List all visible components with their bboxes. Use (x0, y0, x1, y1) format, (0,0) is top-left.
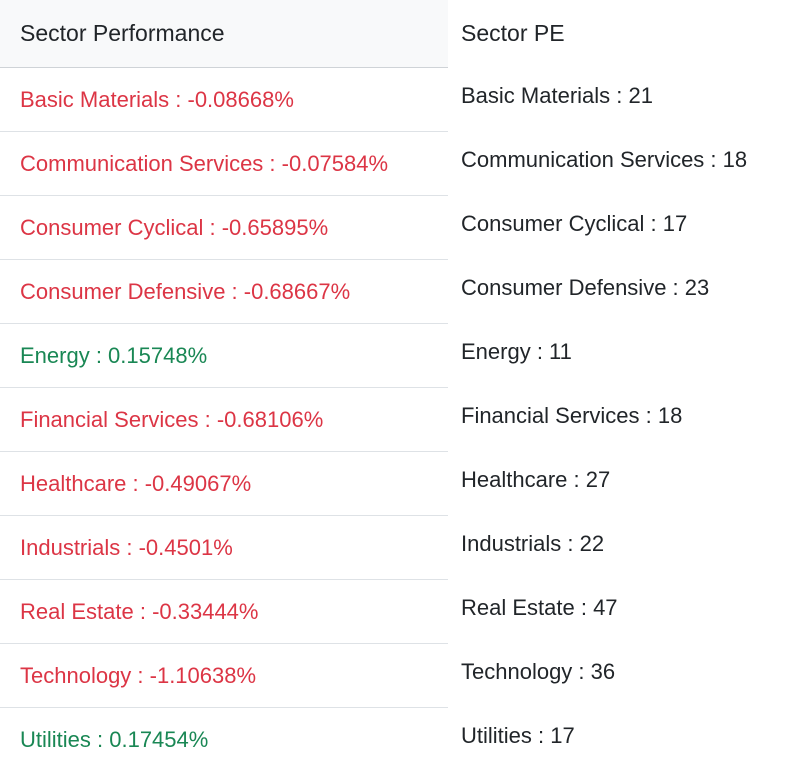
sector-pe-item: Real Estate : 47 (461, 595, 618, 620)
sector-performance-item: Basic Materials : -0.08668% (0, 68, 448, 132)
sector-pe-item: Consumer Cyclical : 17 (461, 211, 688, 236)
sector-pe-item: Technology : 36 (461, 659, 616, 684)
sector-pe-item: Energy : 11 (461, 339, 572, 364)
sector-pe-item: Consumer Defensive : 23 (461, 275, 710, 300)
sector-pe-item: Utilities : 17 (461, 723, 575, 748)
sector-performance-item: Utilities : 0.17454% (20, 727, 209, 752)
sector-pe-rows: Basic Materials : 21 Communication Servic… (448, 64, 800, 768)
sector-pe-header: Sector PE (448, 0, 800, 68)
sector-performance-item: Consumer Cyclical : -0.65895% (0, 196, 448, 260)
sector-pe-item: Healthcare : 27 (461, 467, 611, 492)
sector-performance-list: Sector Performance Basic Materials : -0.… (0, 0, 448, 772)
sector-performance-item: Technology : -1.10638% (0, 644, 448, 708)
sector-performance-header: Sector Performance (0, 0, 448, 68)
sector-performance-item: Energy : 0.15748% (0, 324, 448, 388)
sector-pe-list: Sector PE Basic Materials : 21 Communicat… (448, 0, 800, 768)
sector-pe-item: Financial Services : 18 (461, 403, 683, 428)
sector-pe-item: Industrials : 22 (461, 531, 605, 556)
sector-performance-item: Healthcare : -0.49067% (0, 452, 448, 516)
sector-performance-item: Financial Services : -0.68106% (0, 388, 448, 452)
sector-performance-item: Real Estate : -0.33444% (0, 580, 448, 644)
sector-performance-rows: Basic Materials : -0.08668% Communication… (0, 68, 448, 772)
sector-pe-item: Basic Materials : 21 (461, 83, 653, 108)
sector-pe-item: Communication Services : 18 (461, 147, 748, 172)
sector-performance-item: Communication Services : -0.07584% (0, 132, 448, 196)
sector-performance-item: Consumer Defensive : -0.68667% (0, 260, 448, 324)
sector-performance-item: Industrials : -0.4501% (0, 516, 448, 580)
